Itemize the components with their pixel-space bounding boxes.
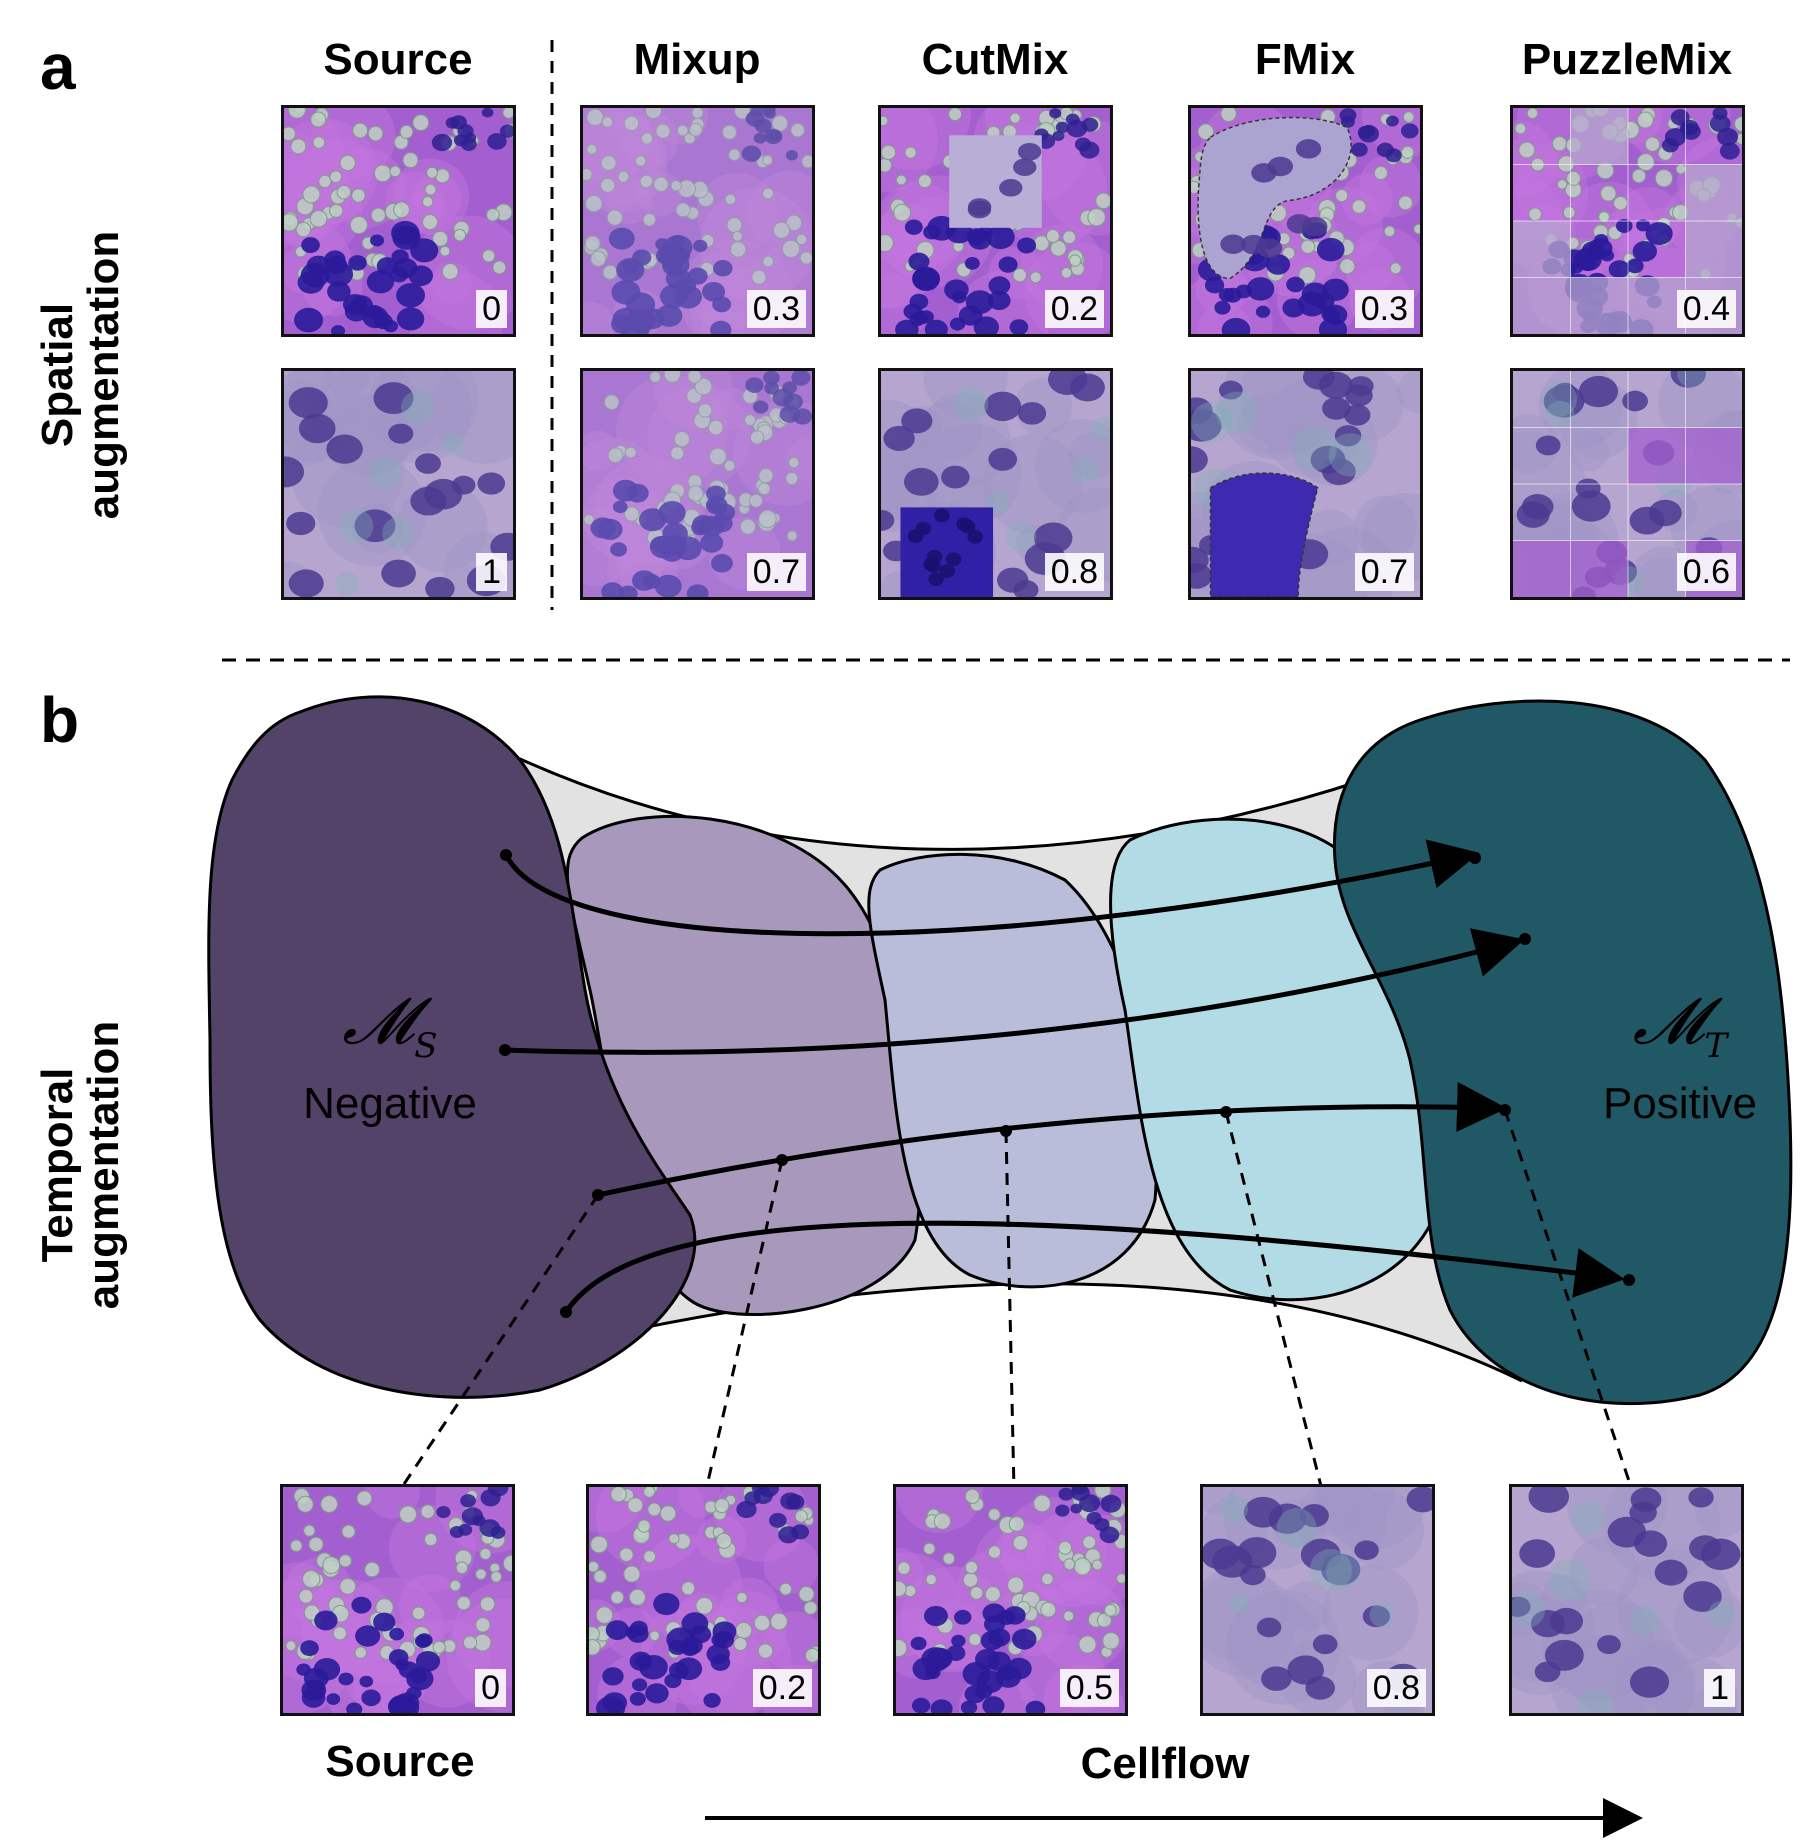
- flow-arrow-1: [503, 839, 1480, 937]
- mix-ratio-badge: 0.6: [1676, 553, 1736, 591]
- source-manifold: [207, 695, 697, 1399]
- cytology-image: [284, 371, 513, 597]
- column-title-cutmix: CutMix: [921, 35, 1069, 84]
- mix-ratio-badge: 0.4: [1676, 290, 1736, 328]
- cellflow-tile-1: 0.2: [586, 1484, 821, 1716]
- mix-ratio-badge: 0.5: [1059, 1669, 1119, 1707]
- connector-0.2: [704, 1159, 784, 1491]
- intermediate-manifold-2: [867, 852, 1159, 1289]
- mix-ratio-badge: 0: [475, 1669, 506, 1707]
- mix-ratio-badge: 0.2: [752, 1669, 812, 1707]
- tile-mixup-top: 0.3: [580, 105, 815, 337]
- mix-ratio-badge: 0.7: [746, 553, 806, 591]
- source-manifold-label: 𝓜S Negative: [290, 990, 490, 1129]
- tile-mixup-bottom: 0.7: [580, 368, 815, 600]
- mix-ratio-badge: 0.8: [1366, 1669, 1426, 1707]
- cytology-image: [881, 371, 1110, 597]
- column-title-fmix: FMix: [1254, 35, 1356, 84]
- mix-ratio-badge: 0.7: [1354, 553, 1414, 591]
- target-manifold-symbol: 𝓜T: [1632, 985, 1728, 1066]
- source-manifold-symbol: 𝓜S: [342, 985, 438, 1066]
- spatial-augmentation-text: Spatial augmentation: [33, 230, 129, 520]
- column-title-mixup: Mixup: [633, 35, 761, 84]
- connector-0.8: [1224, 1111, 1324, 1491]
- flow-arrow-2: [504, 928, 1525, 1055]
- cytology-image: [283, 1487, 512, 1713]
- bottom-source-label: Source: [325, 1737, 475, 1786]
- flow-arrow-4-start: [560, 1306, 572, 1318]
- flow-arrow-4: [563, 1220, 1625, 1314]
- mix-ratio-badge: 0.3: [746, 290, 806, 328]
- mix-ratio-badge: 0: [476, 290, 507, 328]
- cytology-image: [583, 371, 812, 597]
- cytology-image: [1191, 108, 1420, 334]
- tile-puzzlemix-top: 0.4: [1510, 105, 1745, 337]
- flow-arrow-1-end: [1469, 852, 1481, 864]
- panel-a-letter: a: [40, 31, 76, 103]
- column-title-puzzlemix: PuzzleMix: [1521, 35, 1733, 84]
- mix-ratio-badge: 1: [1704, 1669, 1735, 1707]
- source-manifold-name: Negative: [303, 1078, 477, 1128]
- tile-cutmix-bottom: 0.8: [878, 368, 1113, 600]
- tile-fmix-bottom: 0.7: [1188, 368, 1423, 600]
- target-manifold-name: Positive: [1602, 1078, 1758, 1128]
- temporal-augmentation-label: Temporal augmentation: [33, 995, 145, 1335]
- tile-source-bottom: 1: [281, 368, 516, 600]
- cellflow-tile-3: 0.8: [1200, 1484, 1435, 1716]
- cellflow-tile-4: 1: [1509, 1484, 1744, 1716]
- cellflow-tile-2: 0.5: [893, 1484, 1128, 1716]
- cellflow-label: Cellflow: [1080, 1739, 1250, 1788]
- column-title-source: Source: [323, 35, 473, 84]
- flow-arrow-2-start: [499, 1044, 511, 1056]
- cytology-image: [589, 1487, 818, 1713]
- connector-1: [1503, 1109, 1634, 1491]
- mix-ratio-badge: 0.2: [1044, 290, 1104, 328]
- cytology-image: [284, 108, 513, 334]
- flow-arrow-1-start: [500, 849, 512, 861]
- panel-b-letter: b: [40, 684, 80, 756]
- cytology-image: [1203, 1487, 1432, 1713]
- connector-0.5: [1004, 1130, 1016, 1491]
- cytology-image: [1191, 371, 1420, 597]
- temporal-augmentation-text: Temporal augmentation: [33, 1020, 129, 1310]
- tile-cutmix-top: 0.2: [878, 105, 1113, 337]
- cellflow-tile-0: 0: [280, 1484, 515, 1716]
- flow-arrow-2-end: [1519, 933, 1531, 945]
- flow-arrow-4-end: [1623, 1274, 1635, 1286]
- cytology-image: [1512, 1487, 1741, 1713]
- tile-source-top: 0: [281, 105, 516, 337]
- target-manifold-label: 𝓜T Positive: [1580, 990, 1780, 1129]
- flow-arrow-3: [597, 1081, 1507, 1198]
- mix-ratio-badge: 1: [476, 553, 507, 591]
- tile-puzzlemix-bottom: 0.6: [1510, 368, 1745, 600]
- tile-fmix-top: 0.3: [1188, 105, 1423, 337]
- spatial-augmentation-label: Spatial augmentation: [33, 220, 145, 530]
- cytology-image: [1513, 371, 1742, 597]
- mix-ratio-badge: 0.3: [1354, 290, 1414, 328]
- mix-ratio-badge: 0.8: [1044, 553, 1104, 591]
- connector-0: [398, 1194, 600, 1491]
